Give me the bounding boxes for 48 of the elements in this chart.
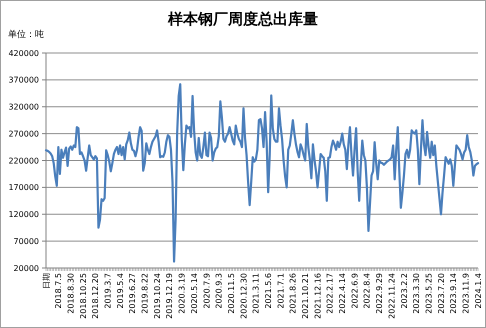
x-tick-label: 2019.6.27 [128, 273, 138, 314]
x-tick-label: 2021.7.1 [276, 273, 286, 309]
x-tick-label: 2022.9.29 [375, 273, 384, 314]
x-tick-label: 2024.1.4 [474, 273, 483, 309]
x-tick-label: 2020.9.3 [214, 273, 224, 309]
x-tick-label: 2021.12.16 [313, 273, 322, 319]
line-series [44, 83, 480, 263]
chart-title: 样本钢厂周度总出库量 [167, 10, 318, 28]
x-tick-label: 2022.2.17 [326, 273, 335, 314]
y-tick-label: 370000 [8, 76, 39, 85]
x-tick-label: 2019.12.19 [165, 273, 174, 319]
x-tick-label: 2020.3.19 [178, 273, 187, 314]
y-tick-label: 420000 [8, 48, 39, 58]
x-tick-label: 2020.7.9 [202, 273, 212, 309]
x-tick-label: 2021.10.21 [301, 273, 310, 319]
x-tick-label: 2023.7.20 [436, 273, 446, 314]
x-tick-label: 2020.12.30 [239, 273, 248, 319]
x-tick-label: 2023.3.30 [412, 273, 422, 314]
x-tick-label: 2019.8.22 [140, 273, 150, 314]
x-tick-label: 2020.5.14 [190, 273, 199, 314]
x-tick-label: 2023.2.2 [400, 273, 409, 309]
x-tick-label: 2019.3.7 [104, 273, 113, 309]
y-tick-label: 120000 [8, 210, 39, 220]
y-tick-label: 270000 [8, 129, 39, 138]
x-tick-label: 2022.11.24 [387, 273, 396, 319]
x-tick-label: 2023.5.25 [424, 273, 434, 314]
x-tick-label: 2019.5.4 [116, 273, 125, 309]
x-tick-label: 2018.10.25 [78, 273, 88, 319]
x-tick-label: 2023.11.9 [461, 273, 470, 314]
y-axis-title: 单位：吨 [8, 29, 44, 40]
y-tick-label: 20000 [14, 264, 39, 273]
x-tick-label: 日期 [42, 273, 51, 289]
y-tick-label: 70000 [14, 236, 39, 246]
y-tick-label: 170000 [8, 183, 39, 192]
x-tick-label: 2018.7.5 [54, 273, 64, 309]
x-tick-label: 2021.8.26 [288, 273, 298, 314]
y-tick-label: 320000 [8, 102, 39, 112]
x-tick-label: 2022.8.4 [362, 273, 372, 309]
x-tick-label: 2021.5.6 [264, 273, 273, 309]
y-tick-label: 220000 [8, 156, 39, 166]
x-tick-label: 2023.9.14 [449, 273, 458, 314]
x-tick-label: 2021.3.11 [252, 273, 261, 314]
x-tick-label: 2018.8.30 [66, 273, 76, 314]
x-tick-label: 2022.6.9 [350, 273, 360, 309]
x-tick-label: 2018.12.20 [91, 273, 100, 319]
x-tick-label: 2020.11.5 [226, 273, 236, 314]
x-tick-label: 2022.4.14 [338, 273, 348, 314]
x-tick-label: 2019.10.24 [152, 273, 162, 319]
